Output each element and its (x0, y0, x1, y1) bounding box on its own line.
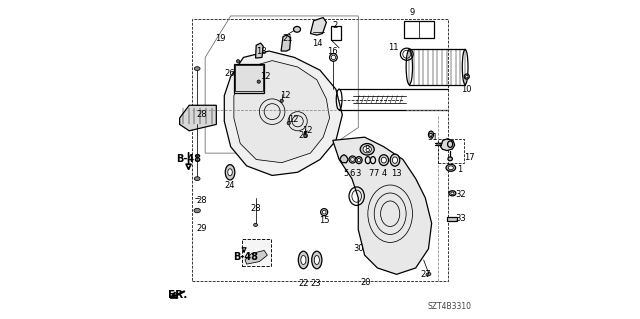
Text: 12: 12 (260, 72, 271, 81)
Text: 28: 28 (196, 110, 207, 119)
Ellipse shape (360, 144, 374, 155)
Text: B-48: B-48 (176, 154, 201, 165)
Text: 26: 26 (225, 69, 236, 78)
Ellipse shape (464, 74, 469, 79)
Text: 33: 33 (455, 214, 466, 223)
Ellipse shape (357, 159, 360, 162)
Text: 30: 30 (353, 244, 364, 253)
Bar (236, 65, 262, 91)
Ellipse shape (314, 256, 319, 264)
Ellipse shape (287, 122, 291, 125)
Ellipse shape (301, 256, 306, 264)
Ellipse shape (225, 165, 235, 180)
Bar (193, 19, 447, 281)
Text: 12: 12 (287, 115, 298, 124)
Polygon shape (310, 18, 326, 35)
Text: 4: 4 (381, 169, 387, 178)
Polygon shape (281, 35, 291, 51)
Polygon shape (224, 51, 342, 175)
Ellipse shape (253, 223, 257, 226)
Text: 16: 16 (328, 47, 338, 56)
Text: 27: 27 (420, 270, 431, 279)
Text: B-48: B-48 (234, 252, 259, 263)
Ellipse shape (465, 75, 468, 78)
Polygon shape (234, 61, 330, 163)
Text: 9: 9 (410, 8, 415, 17)
Ellipse shape (304, 134, 307, 137)
Text: 11: 11 (388, 43, 399, 52)
Bar (331, 26, 340, 40)
Text: 28: 28 (196, 197, 207, 205)
Text: 20: 20 (360, 278, 371, 287)
Bar (404, 21, 434, 38)
Text: 19: 19 (215, 34, 226, 43)
Text: 21: 21 (283, 34, 293, 43)
Ellipse shape (448, 166, 453, 170)
Text: 14: 14 (312, 39, 323, 48)
Text: 6: 6 (349, 169, 355, 178)
Text: 31: 31 (427, 133, 438, 142)
Ellipse shape (298, 251, 308, 269)
Text: 8: 8 (365, 145, 370, 154)
Text: 23: 23 (311, 279, 321, 288)
Text: 1: 1 (457, 165, 462, 174)
Text: 7: 7 (373, 169, 378, 178)
Ellipse shape (356, 157, 362, 164)
Ellipse shape (257, 80, 260, 83)
Ellipse shape (294, 26, 301, 32)
Ellipse shape (363, 146, 371, 153)
Ellipse shape (195, 177, 200, 181)
Text: 25: 25 (299, 131, 309, 140)
Text: 7: 7 (369, 169, 374, 178)
Ellipse shape (392, 157, 397, 163)
Ellipse shape (236, 60, 239, 63)
Ellipse shape (381, 157, 387, 163)
Bar (438, 139, 463, 163)
Text: SZT4B3310: SZT4B3310 (428, 302, 472, 311)
Text: FR.: FR. (168, 290, 188, 300)
Text: 2: 2 (333, 21, 338, 30)
Text: 12: 12 (280, 91, 290, 100)
Text: 22: 22 (298, 279, 308, 288)
Ellipse shape (379, 155, 388, 166)
Text: 12: 12 (302, 126, 312, 135)
Bar (242, 239, 271, 266)
Text: 32: 32 (455, 190, 466, 199)
Ellipse shape (426, 273, 431, 276)
Polygon shape (340, 155, 348, 163)
Ellipse shape (228, 169, 232, 176)
Bar (234, 64, 264, 93)
Ellipse shape (451, 192, 454, 195)
Ellipse shape (194, 208, 200, 213)
Text: 18: 18 (256, 47, 267, 56)
Ellipse shape (312, 251, 322, 269)
Text: 5: 5 (343, 169, 348, 178)
Ellipse shape (280, 99, 284, 102)
Polygon shape (333, 137, 431, 274)
Polygon shape (245, 250, 268, 264)
Text: 10: 10 (461, 85, 472, 94)
Text: 15: 15 (319, 216, 330, 225)
Text: 29: 29 (196, 224, 207, 233)
Ellipse shape (448, 157, 452, 161)
Polygon shape (180, 105, 216, 131)
Text: 24: 24 (225, 181, 236, 189)
Ellipse shape (195, 67, 200, 70)
Ellipse shape (449, 191, 456, 196)
Polygon shape (255, 43, 263, 58)
Bar (447, 217, 456, 221)
Text: 28: 28 (250, 204, 261, 213)
Ellipse shape (446, 164, 456, 171)
Text: 17: 17 (464, 153, 475, 162)
Ellipse shape (390, 154, 400, 166)
Text: 13: 13 (390, 169, 401, 178)
Polygon shape (440, 139, 454, 151)
Text: 3: 3 (355, 169, 360, 178)
